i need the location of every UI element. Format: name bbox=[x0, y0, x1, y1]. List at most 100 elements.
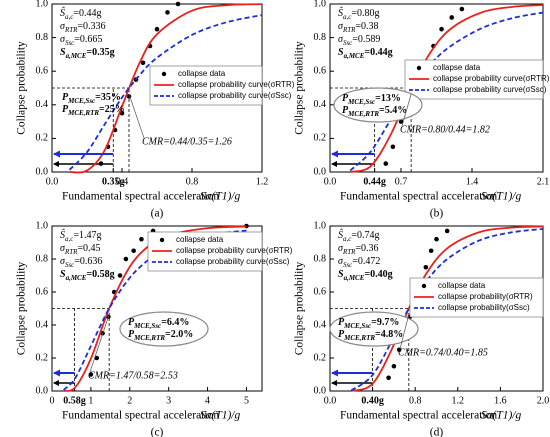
data-point bbox=[123, 256, 129, 262]
param-value: =0.472 bbox=[352, 256, 380, 267]
curve bbox=[350, 4, 544, 173]
y-tick-label: 0.2 bbox=[36, 352, 49, 363]
param-value: =0.44g bbox=[73, 8, 101, 19]
x-axis-variable: Sa(T1)/g bbox=[200, 410, 241, 422]
param-value: =0.665 bbox=[74, 34, 102, 45]
x-tick-label: 4 bbox=[205, 395, 210, 406]
legend-label: collapse data bbox=[176, 235, 224, 244]
prob-arrow-head bbox=[53, 369, 60, 377]
y-axis-label: Collapse probability bbox=[16, 41, 28, 135]
prob-subscript: MCE,Ssc bbox=[133, 322, 161, 330]
prob-value: =35% bbox=[95, 92, 121, 103]
data-point bbox=[439, 26, 444, 32]
legend-marker bbox=[159, 237, 165, 243]
x-tick-label: 3 bbox=[166, 395, 171, 406]
param-value: =0.80g bbox=[351, 8, 379, 19]
param-value: =0.40g bbox=[364, 269, 392, 280]
arrow-head bbox=[53, 161, 59, 167]
x-tick-label: 0.0 bbox=[46, 176, 59, 187]
data-point bbox=[154, 26, 160, 32]
prob-subscript: MCE,RTR bbox=[133, 334, 165, 342]
param-symbol: S bbox=[338, 269, 344, 280]
probability-label: PMCE,RTR=5.4% bbox=[342, 105, 407, 117]
param-subscript: a,c bbox=[343, 235, 352, 243]
data-point bbox=[459, 6, 465, 12]
y-tick-label: 0.6 bbox=[36, 65, 49, 76]
legend-label: collapse probability curve(σSsc) bbox=[176, 257, 290, 266]
x-tick-label: 1 bbox=[88, 395, 93, 406]
cmr-label: CMR=0.80/0.44=1.82 bbox=[400, 124, 490, 135]
param-value: =0.589 bbox=[352, 34, 380, 45]
cmr-leader bbox=[89, 314, 110, 373]
prob-subscript: MCE,Ssc bbox=[343, 322, 371, 330]
prob-symbol: P bbox=[62, 92, 69, 103]
prob-subscript: MCE,Ssc bbox=[67, 97, 95, 105]
arrow-head bbox=[331, 161, 337, 167]
y-tick-label: 0.0 bbox=[36, 166, 49, 177]
x-tick-label: 0 bbox=[50, 395, 55, 406]
parameter: Sa,MCE=0.35g bbox=[60, 47, 115, 59]
curve bbox=[69, 3, 263, 174]
x-axis-variable: Sa(T1)/g bbox=[481, 191, 522, 203]
x-tick-label: 0.4 bbox=[116, 176, 129, 187]
param-subscript: RTR bbox=[342, 26, 356, 34]
legend-marker bbox=[161, 71, 167, 77]
data-point bbox=[98, 161, 104, 166]
param-value: =0.336 bbox=[77, 21, 105, 32]
param-value: =0.45 bbox=[77, 243, 100, 254]
prob-symbol: P bbox=[338, 329, 345, 340]
y-tick-label: 0.4 bbox=[314, 319, 327, 330]
probability-label: PMCE,Ssc=6.4% bbox=[128, 317, 189, 329]
legend-label: collapse data bbox=[438, 281, 486, 290]
param-symbol: σ bbox=[338, 21, 344, 32]
parameter: Ŝa,c=0.74g bbox=[338, 229, 380, 242]
y-axis-label: Collapse probability bbox=[294, 261, 306, 355]
panel-label: (b) bbox=[430, 208, 444, 220]
panel-label: (c) bbox=[151, 427, 164, 437]
prob-subscript: MCE,RTR bbox=[67, 109, 99, 117]
probability-label: PMCE,Ssc=9.7% bbox=[338, 317, 399, 329]
data-point bbox=[139, 236, 144, 242]
x-axis-label: Fundamental spectral acceleration bbox=[340, 410, 497, 422]
panel-label: (d) bbox=[430, 427, 444, 437]
parameter: σRTR=0.36 bbox=[338, 243, 379, 255]
legend-label: collapse probability curve(σRTR) bbox=[178, 80, 295, 89]
param-value: =0.36 bbox=[355, 243, 378, 254]
annotation-ellipse bbox=[329, 311, 419, 347]
prob-value: =2.0% bbox=[165, 329, 193, 340]
y-tick-label: 0.4 bbox=[36, 319, 49, 330]
x-tick-label: 2.1 bbox=[537, 176, 550, 187]
param-subscript: a,MCE bbox=[344, 52, 365, 60]
y-tick-label: 0.6 bbox=[314, 286, 327, 297]
y-tick-label: 1.0 bbox=[36, 0, 49, 9]
data-point bbox=[386, 375, 391, 381]
x-axis-label: Fundamental spectral acceleration bbox=[62, 410, 219, 422]
param-value: =0.35g bbox=[86, 47, 114, 58]
prob-arrow-head bbox=[53, 150, 60, 158]
y-tick-label: 0.6 bbox=[36, 286, 49, 297]
legend-label: collapse probability curve(σRTR) bbox=[433, 74, 550, 83]
y-tick-label: 0.2 bbox=[314, 133, 327, 144]
probability-label: PMCE,Ssc=13% bbox=[342, 93, 401, 105]
param-value: =0.74g bbox=[351, 230, 379, 241]
curve bbox=[63, 225, 247, 392]
curve bbox=[351, 225, 544, 392]
x-tick-label: 1.2 bbox=[256, 176, 269, 187]
legend-label: collapse probability curve(σSsc) bbox=[433, 85, 547, 94]
parameter: σSsc=0.665 bbox=[60, 34, 102, 46]
y-tick-label: 1.0 bbox=[314, 0, 327, 9]
x-tick-label: 2.0 bbox=[537, 395, 550, 406]
prob-value: =25% bbox=[99, 104, 125, 115]
param-symbol: σ bbox=[338, 34, 344, 45]
y-tick-label: 0.8 bbox=[314, 32, 327, 43]
y-tick-label: 0.4 bbox=[314, 99, 327, 110]
data-point bbox=[131, 248, 136, 254]
probability-label: PMCE,Ssc=35% bbox=[62, 92, 121, 104]
param-symbol: S bbox=[60, 47, 66, 58]
x-tick-label: 0.8 bbox=[186, 176, 199, 187]
x-tick-label: 0.7 bbox=[395, 176, 408, 187]
param-subscript: Ssc bbox=[65, 39, 75, 47]
prob-subscript: MCE,RTR bbox=[343, 334, 375, 342]
cmr-label: CMR=0.44/0.35=1.26 bbox=[142, 136, 232, 147]
